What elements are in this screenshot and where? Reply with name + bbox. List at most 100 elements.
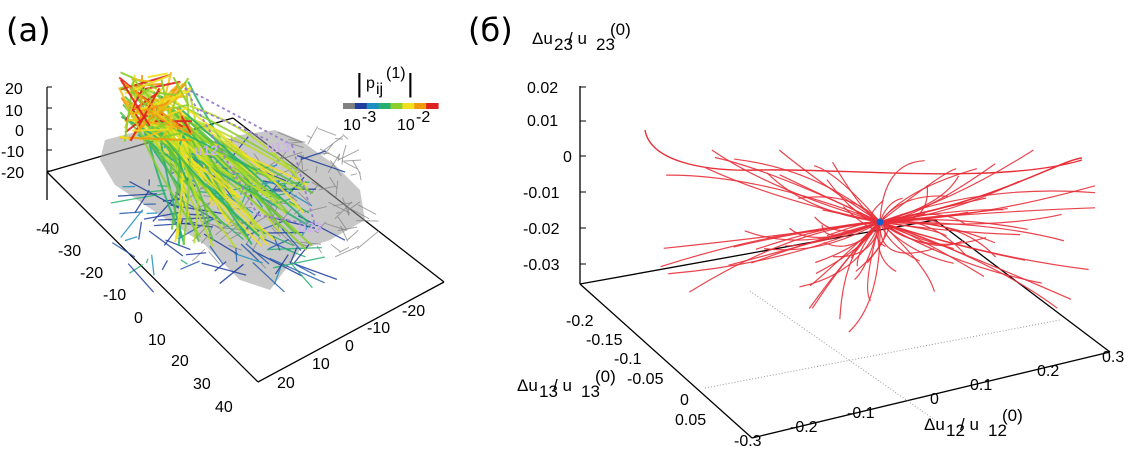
panel-b-z-tick: 0.01 xyxy=(527,113,558,130)
panel-a-left-tick: -30 xyxy=(58,243,81,260)
network-edge-low xyxy=(143,211,185,220)
network-edge-low xyxy=(269,257,325,284)
network-edge-hot xyxy=(132,128,169,132)
panel-b-z-tick: -0.01 xyxy=(523,185,560,202)
network-edge-low xyxy=(261,231,304,234)
network-edge-grey xyxy=(356,230,380,250)
colorbar-abs-right: | xyxy=(407,68,414,98)
network-edge-grey xyxy=(329,160,342,177)
network-edge-low xyxy=(264,180,267,183)
network-edge-grey xyxy=(330,243,341,253)
network-edge-low xyxy=(127,263,155,293)
y-label-sup: (0) xyxy=(595,367,616,386)
trajectory xyxy=(867,221,881,302)
network-edge-low xyxy=(268,238,290,250)
network-edge-hot xyxy=(129,87,161,142)
z-label-sub2: 23 xyxy=(596,35,615,54)
trajectory xyxy=(879,221,1065,242)
trajectory xyxy=(879,221,964,247)
trajectory xyxy=(668,221,881,275)
network-edge-low xyxy=(301,226,308,237)
colorbar-tick-exp: -2 xyxy=(416,109,430,126)
colorbar-tick-exp: -3 xyxy=(362,109,376,126)
trajectory xyxy=(744,221,881,241)
network-edge-hot xyxy=(180,115,192,134)
z-label-delta: Δu xyxy=(532,29,553,48)
panel-b-x-tick: 0.1 xyxy=(970,377,992,394)
network-edge-hot xyxy=(152,93,184,115)
panel-b-trajectories xyxy=(644,129,1096,333)
panel-a-left-tick: 0 xyxy=(134,310,143,327)
network-edge-low xyxy=(252,261,285,293)
network-edge-grey xyxy=(191,248,206,262)
panel-a-left-tick: 40 xyxy=(215,399,233,416)
network-edge-hot xyxy=(156,91,176,97)
network-edge-grey xyxy=(338,246,350,253)
z-label-sub: 23 xyxy=(554,35,573,54)
network-edge-low xyxy=(120,209,144,238)
network-edge-grey xyxy=(315,165,318,173)
network-edge-low xyxy=(281,228,302,251)
x-label-sup: (0) xyxy=(1002,406,1023,425)
network-edge-low xyxy=(117,193,157,197)
colorbar-segment xyxy=(354,103,368,109)
network-edge-grey xyxy=(352,160,361,174)
network-edge-grey xyxy=(317,127,337,136)
colorbar-segment xyxy=(390,103,403,109)
network-edge-hot xyxy=(118,135,130,140)
panel-a-colorbar: | p ij (1) | 10 -3 10 -2 xyxy=(343,65,439,134)
network-edge-low xyxy=(146,212,158,215)
panel-b-y-tick: 0.05 xyxy=(675,412,706,429)
network-edge-low xyxy=(148,230,184,257)
network-edge-grey xyxy=(337,226,358,232)
colorbar-abs-left: | xyxy=(356,68,363,98)
network-edge-grey xyxy=(327,153,341,174)
panel-a-right-tick: -20 xyxy=(402,303,425,320)
x-label-delta: Δu xyxy=(924,415,945,434)
network-edge-grey xyxy=(333,202,353,207)
network-edge-low xyxy=(245,243,270,265)
network-edge-low xyxy=(209,245,224,265)
network-edge-low xyxy=(152,196,176,222)
panel-b-x-tick: 0.2 xyxy=(1037,363,1059,380)
network-edge-grey xyxy=(318,185,336,191)
network-strand xyxy=(134,119,202,238)
network-edge-hot xyxy=(168,106,173,132)
trajectory xyxy=(823,221,881,247)
panel-b-x-tick: -0.3 xyxy=(734,433,762,450)
panel-a-molecule-label: u12 xyxy=(194,142,218,158)
y-label-delta: Δu xyxy=(517,376,538,395)
trajectory xyxy=(879,190,1096,223)
z-label-sup: (0) xyxy=(610,20,631,39)
trajectory xyxy=(879,195,948,223)
colorbar-segment xyxy=(366,103,380,109)
panel-a-z-axis: 20 10 0 -10 -20 xyxy=(1,81,52,182)
network-edge-low xyxy=(235,247,238,262)
network-edge-hot xyxy=(172,76,190,107)
colorbar-segment xyxy=(402,103,415,109)
network-edge-grey xyxy=(357,204,377,215)
x-label-sub2: 12 xyxy=(988,421,1007,440)
x-label-mid: / u xyxy=(960,415,979,434)
trajectory xyxy=(879,168,957,223)
y-label-sub: 13 xyxy=(539,382,558,401)
network-edge-grey xyxy=(307,126,319,145)
network-edge-grey xyxy=(335,180,339,198)
network-strand xyxy=(170,135,300,210)
trajectory xyxy=(879,221,936,292)
trajectory xyxy=(879,218,942,225)
network-edge-low xyxy=(124,236,138,242)
network-edge-low xyxy=(111,242,136,258)
network-edge-low xyxy=(273,266,282,285)
z-label-mid: / u xyxy=(568,29,587,48)
panel-a-molecule-label: u23 xyxy=(298,219,322,235)
colorbar-title: p xyxy=(366,75,375,92)
network-edge-grey xyxy=(334,245,360,258)
network-edge-grey xyxy=(337,153,341,162)
colorbar-tick-base: 10 xyxy=(397,117,415,134)
network-edge-low xyxy=(289,247,298,264)
network-edge-hot xyxy=(123,78,135,142)
y-label-sub2: 13 xyxy=(581,382,600,401)
network-edge-low xyxy=(291,262,338,281)
